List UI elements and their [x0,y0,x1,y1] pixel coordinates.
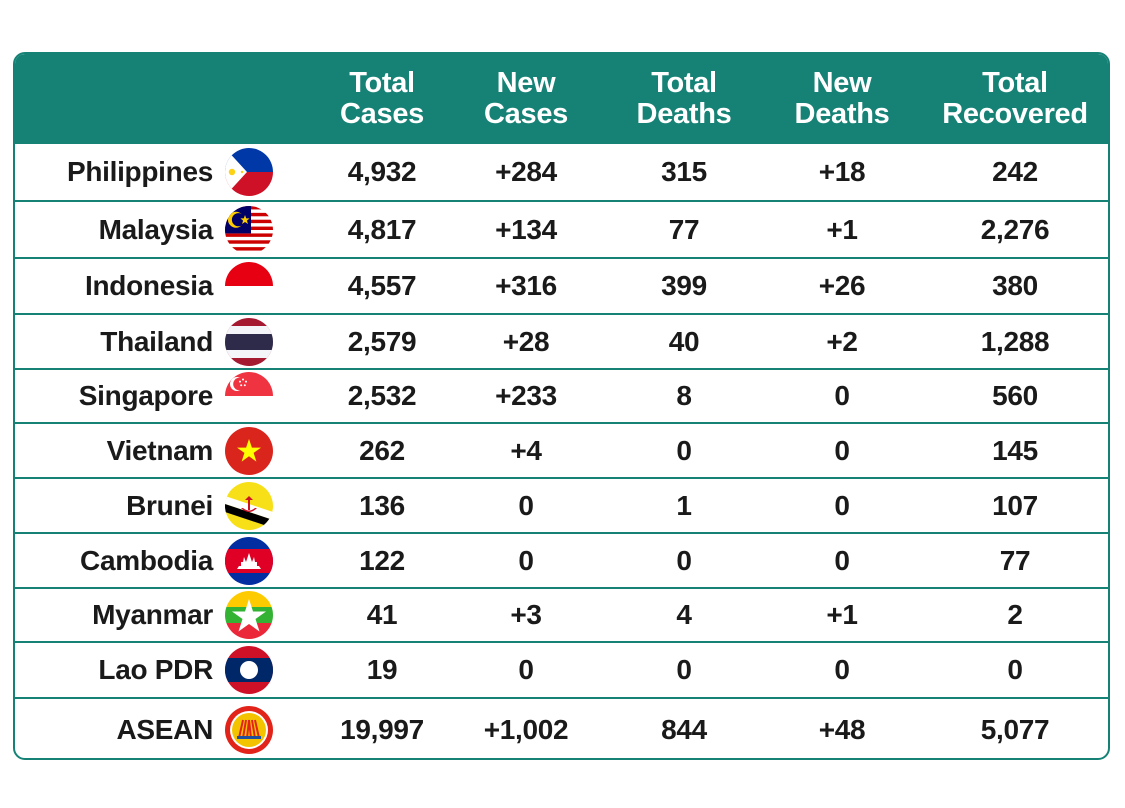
total-cases-cell: 122 [359,544,405,576]
new-cases-cell: +134 [495,213,557,245]
country-name: ASEAN [116,713,213,745]
country-name: Brunei [126,489,213,521]
total-recovered-cell: 107 [992,489,1038,521]
new-cases-cell: +3 [510,599,542,630]
new-deaths-cell: +26 [818,270,866,301]
country-name: Cambodia [80,544,213,576]
new-cases-cell: 0 [518,654,534,685]
total-deaths-cell: 399 [661,270,707,301]
new-deaths-cell: 0 [834,434,850,466]
new-deaths-cell: +18 [818,156,866,187]
new-deaths-cell: +1 [826,599,858,630]
total-recovered-cell: 0 [1007,654,1023,685]
total-cases-cell: 19 [366,654,398,685]
total-recovered-cell: 1,288 [980,325,1050,357]
country-name: Myanmar [92,599,213,630]
asean-emblem-icon [225,705,273,754]
total-deaths-cell: 4 [676,599,692,630]
new-deaths-cell: +48 [818,713,866,745]
new-deaths-cell: +1 [826,213,858,245]
thailand-flag-icon [225,317,273,366]
total-cases-cell: 41 [366,599,398,630]
new-deaths-cell: +2 [826,325,858,357]
total-recovered-cell: 380 [992,270,1038,301]
new-deaths-cell: 0 [834,654,850,685]
table-row: Lao PDR 19 0 0 0 0 [15,641,1108,697]
total-deaths-cell: 0 [676,654,692,685]
table-row: Brunei 136 0 1 0 107 [15,477,1108,532]
total-deaths-cell: 0 [676,434,692,466]
new-cases-cell: 0 [518,544,534,576]
new-cases-cell: +316 [495,270,557,301]
total-cases-cell: 2,579 [347,325,417,357]
total-row: ASEAN 19,997 +1,002 844 +48 5,077 [15,697,1108,758]
table-row: Cambodia 122 0 0 0 77 [15,532,1108,587]
total-cases-cell: 4,817 [347,213,417,245]
vietnam-flag-icon [225,426,273,475]
country-name: Philippines [66,156,213,187]
new-cases-cell: 0 [518,489,534,521]
new-cases-cell: +284 [495,156,557,187]
total-deaths-cell: 77 [668,213,700,245]
table-body: Philippines 4,932 +284 315 +18 242 Malaysia 4,8… [15,144,1108,758]
table-row: Malaysia 4,817 +134 77 +1 2,276 [15,200,1108,257]
header-total-cases: Total Cases [340,67,424,130]
total-deaths-cell: 8 [676,380,692,411]
table-row: Vietnam 262 +4 0 0 145 [15,422,1108,477]
new-cases-cell: +1,002 [483,713,569,745]
new-deaths-cell: 0 [834,380,850,411]
total-recovered-cell: 5,077 [980,713,1050,745]
country-name: Singapore [78,380,214,411]
table-row: Singapore 2,532 +233 8 0 560 [15,368,1108,422]
header-new-cases: New Cases [484,67,568,130]
philippines-flag-icon [225,148,273,196]
table-row: Myanmar 41 +3 4 +1 2 [15,587,1108,641]
malaysia-flag-icon [225,205,273,254]
new-cases-cell: +233 [495,380,557,411]
total-cases-cell: 4,557 [347,270,417,301]
indonesia-flag-icon [225,262,273,310]
total-cases-cell: 2,532 [347,380,417,411]
table-row: Indonesia 4,557 +316 399 +26 380 [15,257,1108,313]
total-recovered-cell: 2 [1007,599,1023,630]
total-recovered-cell: 145 [992,434,1038,466]
new-cases-cell: +4 [510,434,542,466]
total-cases-cell: 136 [359,489,405,521]
total-deaths-cell: 40 [668,325,700,357]
new-cases-cell: +28 [502,325,550,357]
asean-stats-table: Total Cases New Cases Total Deaths New D… [13,52,1110,760]
total-recovered-cell: 77 [999,544,1031,576]
new-deaths-cell: 0 [834,489,850,521]
country-name: Malaysia [98,213,214,245]
total-recovered-cell: 560 [992,380,1038,411]
total-recovered-cell: 2,276 [980,213,1050,245]
header-new-deaths: New Deaths [794,67,890,130]
laos-flag-icon [225,646,273,694]
myanmar-flag-icon [225,591,273,639]
country-name: Thailand [100,325,213,357]
total-recovered-cell: 242 [992,156,1038,187]
singapore-flag-icon [225,372,273,420]
table-row: Thailand 2,579 +28 40 +2 1,288 [15,313,1108,368]
total-deaths-cell: 844 [661,713,707,745]
total-deaths-cell: 315 [661,156,707,187]
brunei-flag-icon [225,481,273,530]
country-name: Vietnam [106,434,214,466]
header-total-recovered: Total Recovered [942,67,1088,130]
total-deaths-cell: 0 [676,544,692,576]
table-header: Total Cases New Cases Total Deaths New D… [15,54,1108,144]
new-deaths-cell: 0 [834,544,850,576]
country-name: Lao PDR [98,654,213,685]
total-cases-cell: 4,932 [347,156,417,187]
total-cases-cell: 19,997 [340,713,424,745]
country-name: Indonesia [85,270,213,301]
header-total-deaths: Total Deaths [636,67,732,130]
total-deaths-cell: 1 [676,489,692,521]
total-cases-cell: 262 [359,434,405,466]
cambodia-flag-icon [225,536,273,585]
table-row: Philippines 4,932 +284 315 +18 242 [15,144,1108,200]
